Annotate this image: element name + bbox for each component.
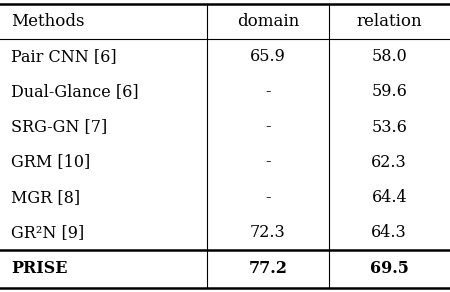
Text: GRM [10]: GRM [10] — [11, 154, 90, 171]
Text: -: - — [265, 84, 270, 100]
Text: 59.6: 59.6 — [371, 84, 407, 100]
Text: 65.9: 65.9 — [250, 48, 286, 65]
Text: 64.4: 64.4 — [371, 189, 407, 206]
Text: 58.0: 58.0 — [371, 48, 407, 65]
Text: -: - — [265, 189, 270, 206]
Text: 53.6: 53.6 — [371, 119, 407, 135]
Text: MGR [8]: MGR [8] — [11, 189, 81, 206]
Text: -: - — [265, 119, 270, 135]
Text: 77.2: 77.2 — [248, 260, 287, 277]
Text: 72.3: 72.3 — [250, 224, 286, 241]
Text: Methods: Methods — [11, 13, 85, 30]
Text: Pair CNN [6]: Pair CNN [6] — [11, 48, 117, 65]
Text: relation: relation — [356, 13, 422, 30]
Text: 62.3: 62.3 — [371, 154, 407, 171]
Text: 64.3: 64.3 — [371, 224, 407, 241]
Text: GR²N [9]: GR²N [9] — [11, 224, 85, 241]
Text: Dual-Glance [6]: Dual-Glance [6] — [11, 84, 139, 100]
Text: PRISE: PRISE — [11, 260, 68, 277]
Text: domain: domain — [237, 13, 299, 30]
Text: 69.5: 69.5 — [370, 260, 409, 277]
Text: -: - — [265, 154, 270, 171]
Text: SRG-GN [7]: SRG-GN [7] — [11, 119, 108, 135]
